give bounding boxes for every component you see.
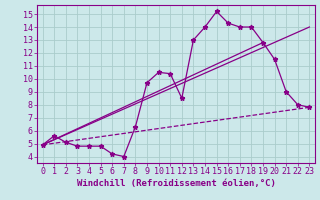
X-axis label: Windchill (Refroidissement éolien,°C): Windchill (Refroidissement éolien,°C) [76, 179, 276, 188]
